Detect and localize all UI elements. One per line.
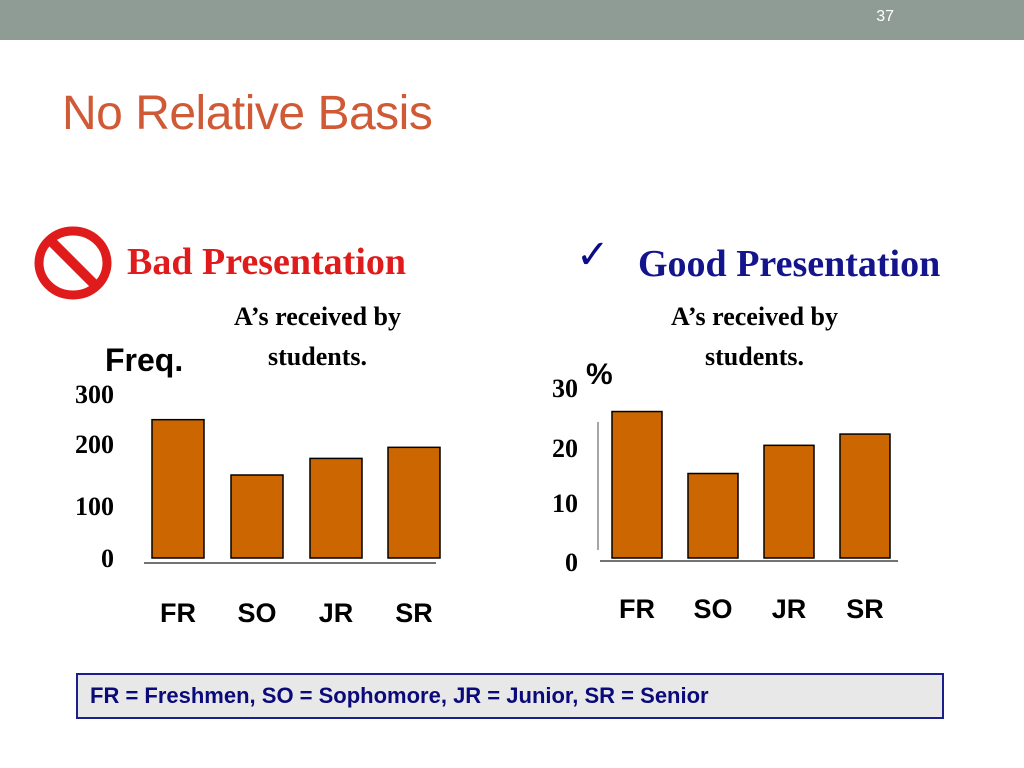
left-y-tick-label: 0 <box>101 544 114 573</box>
left-y-tick-label: 200 <box>75 430 114 459</box>
left-bar-sr <box>387 446 441 559</box>
left-category-label-sr: SR <box>395 598 433 628</box>
left-chart-unit-label: Freq. <box>105 342 184 378</box>
left-y-tick-label: 300 <box>75 380 114 409</box>
right-bar-sr <box>839 433 891 559</box>
slide-number: 37 <box>876 8 894 25</box>
right-category-label-sr: SR <box>846 594 884 624</box>
abbreviation-legend: FR = Freshmen, SO = Sophomore, JR = Juni… <box>76 673 944 719</box>
right-category-label-jr: JR <box>772 594 807 624</box>
right-y-tick-label: 30 <box>552 374 578 403</box>
right-category-label-fr: FR <box>619 594 655 624</box>
right-bar-fr <box>611 410 663 559</box>
right-y-tick-label: 20 <box>552 434 578 463</box>
left-bar-fr <box>151 418 205 559</box>
prohibited-icon <box>34 226 112 300</box>
slide-title: No Relative Basis <box>62 87 433 140</box>
right-chart-caption: A’s received by students. <box>670 302 839 371</box>
left-bar-so <box>230 474 284 559</box>
good-presentation-heading: Good Presentation <box>638 243 941 285</box>
right-category-label-so: SO <box>693 594 732 624</box>
right-bar-so <box>687 472 739 559</box>
left-y-tick-label: 100 <box>75 492 114 521</box>
top-bar: 37 <box>0 0 1024 40</box>
right-y-tick-label: 0 <box>565 548 578 577</box>
right-chart-unit-label: % <box>586 358 613 391</box>
abbreviation-legend-text: FR = Freshmen, SO = Sophomore, JR = Juni… <box>90 683 709 708</box>
left-bar-jr <box>309 457 363 559</box>
left-chart-caption: A’s received by students. <box>233 302 402 371</box>
left-category-label-so: SO <box>237 598 276 628</box>
right-bar-jr <box>763 444 815 559</box>
checkmark-icon: ✓ <box>576 232 610 278</box>
left-category-label-jr: JR <box>319 598 354 628</box>
right-y-tick-label: 10 <box>552 489 578 518</box>
left-category-label-fr: FR <box>160 598 196 628</box>
bad-presentation-heading: Bad Presentation <box>127 241 407 283</box>
